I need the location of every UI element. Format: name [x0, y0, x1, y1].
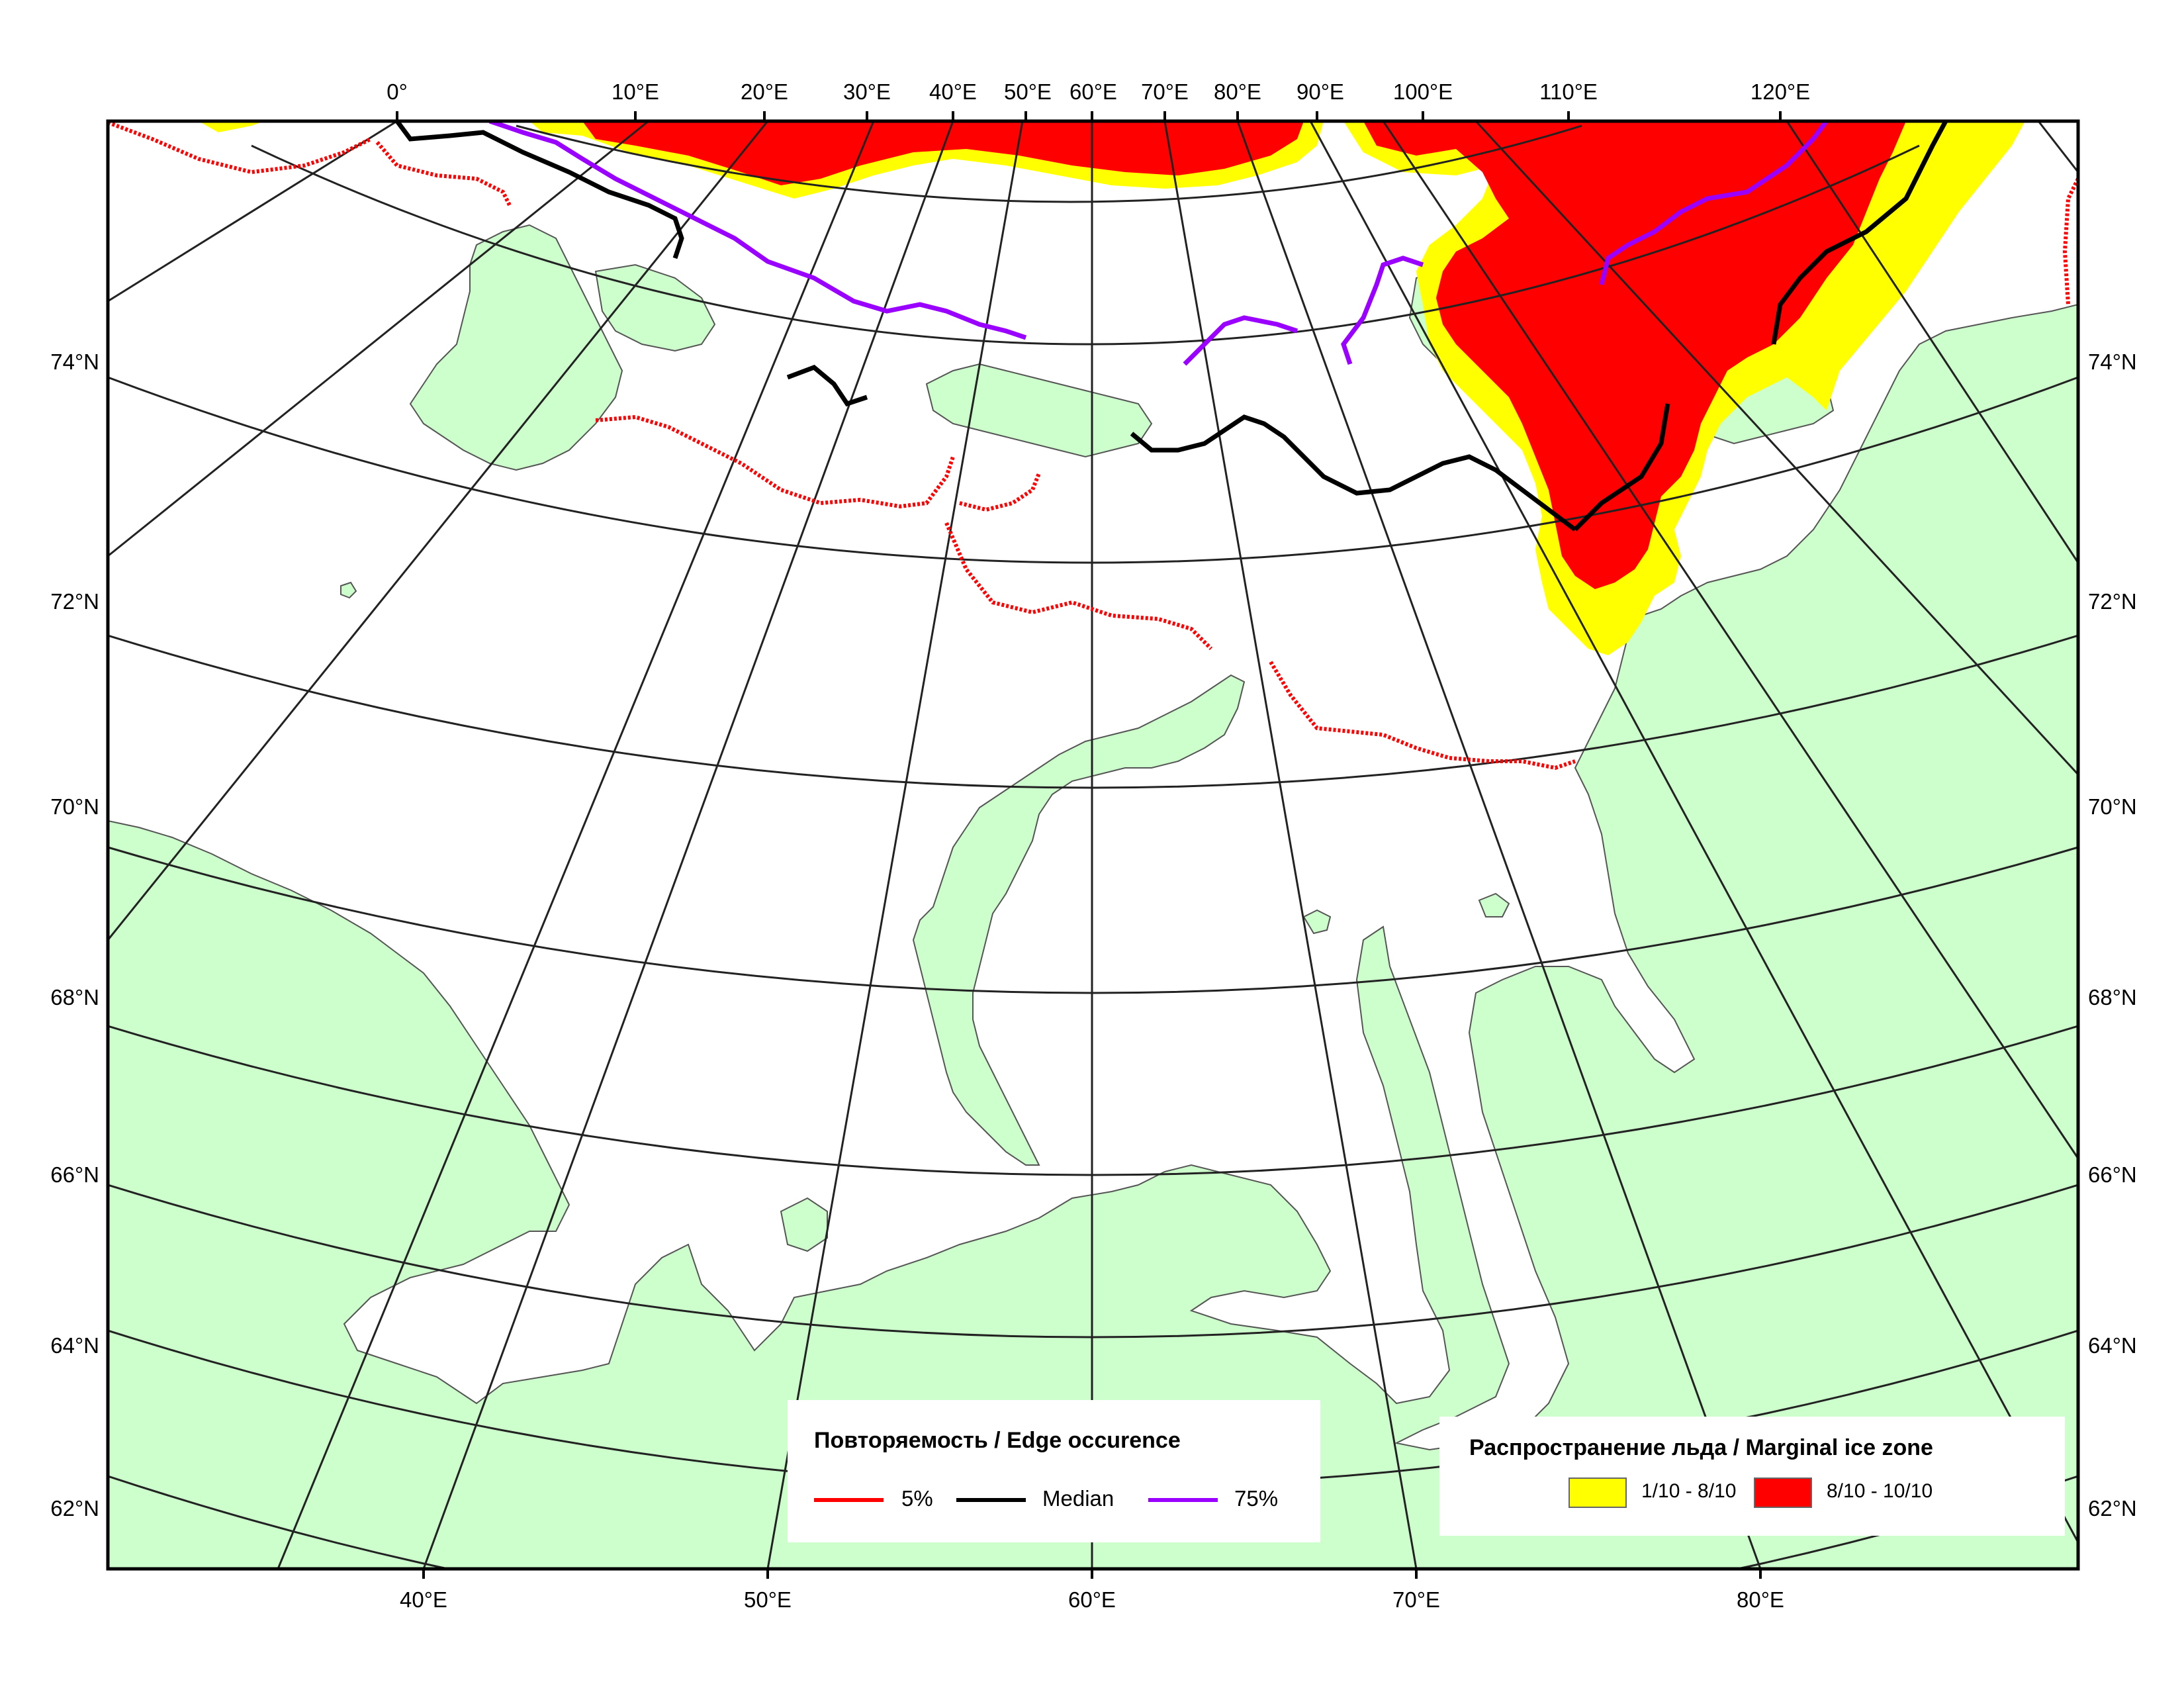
legend-label-median: Median: [1042, 1486, 1115, 1511]
franz-josef-land: [925, 363, 1153, 458]
legend-label-high: 8/10 - 10/10: [1827, 1480, 1933, 1502]
bottom-lon-70e: 70°E: [1392, 1587, 1440, 1612]
legend-line-median: [956, 1498, 1026, 1502]
meridian-70: [1163, 121, 1418, 1569]
meridian-120: [1786, 121, 2078, 563]
mainland-russia: [108, 303, 2078, 1569]
lat-left-64n: 64°N: [50, 1333, 99, 1358]
legend-line-75pct: [1148, 1498, 1218, 1502]
lon-label-90e: 90°E: [1297, 79, 1344, 104]
legend-label-5pct: 5%: [901, 1486, 933, 1511]
legend-label-low: 1/10 - 8/10: [1641, 1480, 1737, 1502]
parallel-60: [108, 1475, 2078, 1569]
kolguev: [780, 1197, 828, 1252]
bottom-lon-labels: 40°E 50°E 60°E 70°E 80°E: [400, 1587, 1784, 1612]
meridian-50: [766, 121, 1024, 1569]
lon-label-0: 0°: [387, 79, 408, 104]
top-lon-labels: 0° 10°E 20°E 30°E 40°E 50°E 60°E 70°E 80…: [387, 79, 1810, 104]
lat-left-62n: 62°N: [50, 1496, 99, 1521]
lon-label-60e: 60°E: [1069, 79, 1117, 104]
legend-label-75pct: 75%: [1234, 1486, 1279, 1511]
parallel-76: [516, 124, 1582, 203]
meridian-80: [1236, 121, 1762, 1569]
bottom-lon-80e: 80°E: [1737, 1587, 1784, 1612]
edge-median-lines: [395, 121, 1948, 532]
lon-label-30e: 30°E: [843, 79, 891, 104]
lat-right-70n: 70°N: [2088, 794, 2137, 819]
ice-zone-high: [582, 121, 1906, 589]
bottom-lon-50e: 50°E: [744, 1587, 792, 1612]
lat-right-66n: 66°N: [2088, 1162, 2137, 1187]
lat-right-68n: 68°N: [2088, 985, 2137, 1009]
lon-label-50e: 50°E: [1004, 79, 1052, 104]
legend-marginal-ice-zone: Распространение льда / Marginal ice zone…: [1439, 1417, 2065, 1536]
meridian-130: [2037, 121, 2078, 173]
legend-edge-title: Повторяемость / Edge occurence: [814, 1428, 1181, 1453]
parallel-74: [251, 144, 1920, 346]
lon-label-100e: 100°E: [1393, 79, 1453, 104]
lon-label-80e: 80°E: [1214, 79, 1261, 104]
swatch-high-concentration: [1754, 1477, 1812, 1508]
meridian-110: [1475, 121, 2078, 776]
islets-kara: [1478, 892, 1510, 917]
bear-island: [340, 581, 357, 599]
meridian-20: [108, 121, 769, 941]
meridian-30: [277, 121, 875, 1569]
meridian-90: [1309, 121, 2078, 1543]
edge-5pct-lines: [108, 121, 2078, 771]
frame-ticks: [396, 111, 1782, 1579]
edge-75pct-lines: [488, 121, 1829, 366]
vize-island: [1302, 909, 1332, 935]
lat-left-72n: 72°N: [50, 589, 99, 614]
lat-right-72n: 72°N: [2088, 589, 2137, 614]
bottom-lon-60e: 60°E: [1068, 1587, 1116, 1612]
legend-ice-title: Распространение льда / Marginal ice zone: [1469, 1435, 1933, 1460]
meridian-40: [422, 121, 954, 1569]
legend-edge-occurrence: Повторяемость / Edge occurence 5% Median…: [788, 1400, 1320, 1542]
right-lat-labels: 74°N 72°N 70°N 68°N 66°N 64°N 62°N: [2088, 350, 2137, 1521]
lat-right-62n: 62°N: [2088, 1496, 2137, 1521]
lon-label-110e: 110°E: [1539, 79, 1598, 104]
svalbard-east: [594, 263, 716, 352]
bottom-lon-40e: 40°E: [400, 1587, 447, 1612]
left-lat-labels: 74°N 72°N 70°N 68°N 66°N 64°N 62°N: [50, 350, 99, 1521]
lat-right-74n: 74°N: [2088, 350, 2137, 374]
lat-left-68n: 68°N: [50, 985, 99, 1009]
lon-label-10e: 10°E: [612, 79, 659, 104]
novaya-zemlya: [912, 674, 1246, 1166]
lat-left-70n: 70°N: [50, 794, 99, 819]
meridian-10: [108, 121, 649, 557]
lon-label-20e: 20°E: [741, 79, 788, 104]
lon-label-70e: 70°E: [1141, 79, 1189, 104]
legend-line-5pct: [814, 1498, 884, 1502]
lat-left-66n: 66°N: [50, 1162, 99, 1187]
swatch-low-concentration: [1569, 1477, 1627, 1508]
meridian-100: [1382, 121, 2078, 1159]
lon-label-120e: 120°E: [1751, 79, 1810, 104]
lat-left-74n: 74°N: [50, 350, 99, 374]
lon-label-40e: 40°E: [929, 79, 977, 104]
lat-right-64n: 64°N: [2088, 1333, 2137, 1358]
